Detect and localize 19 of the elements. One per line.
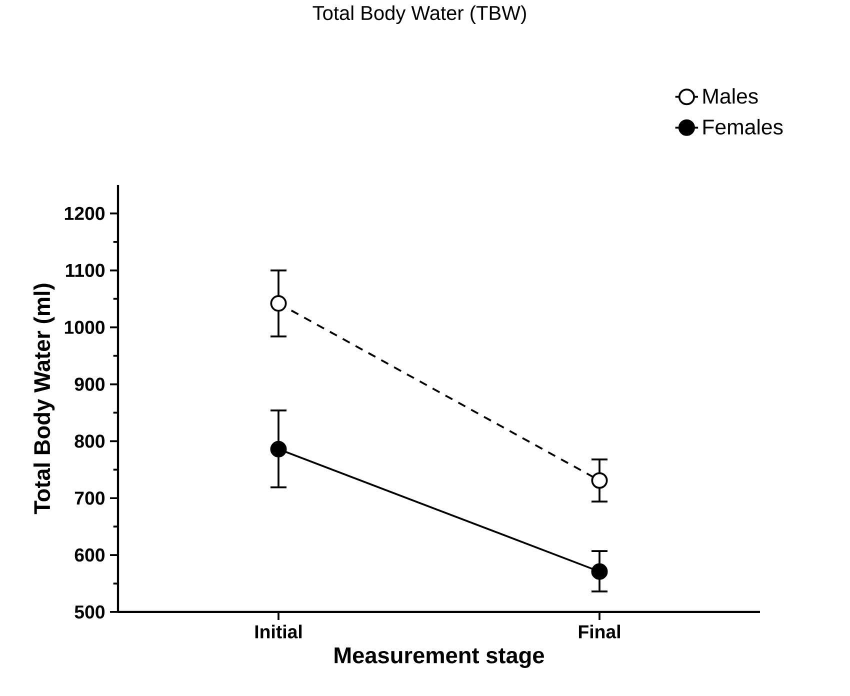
y-tick-label: 900 — [74, 378, 105, 391]
x-tick-label: Initial — [255, 624, 302, 638]
point — [270, 440, 287, 458]
point — [270, 295, 287, 312]
y-tick-label: 800 — [74, 434, 105, 448]
x-axis-title: Measurement stage — [334, 648, 544, 668]
y-tick-label: 1200 — [64, 206, 105, 220]
point — [591, 472, 608, 489]
chart-title: Total Body Water (TBW) — [312, 5, 526, 24]
y-tick-label: 600 — [74, 548, 105, 562]
y-tick-label: 700 — [74, 492, 105, 505]
point — [591, 563, 608, 580]
legend-label: Females — [703, 118, 783, 135]
y-tick-label: 500 — [74, 605, 105, 619]
y-tick-label: 1100 — [66, 264, 105, 278]
y-tick-label: 1000 — [64, 320, 105, 334]
x-tick-label: Final — [578, 624, 620, 638]
y-axis-title: Total Body Water (ml) — [33, 284, 55, 514]
legend-label: Males — [703, 88, 758, 104]
